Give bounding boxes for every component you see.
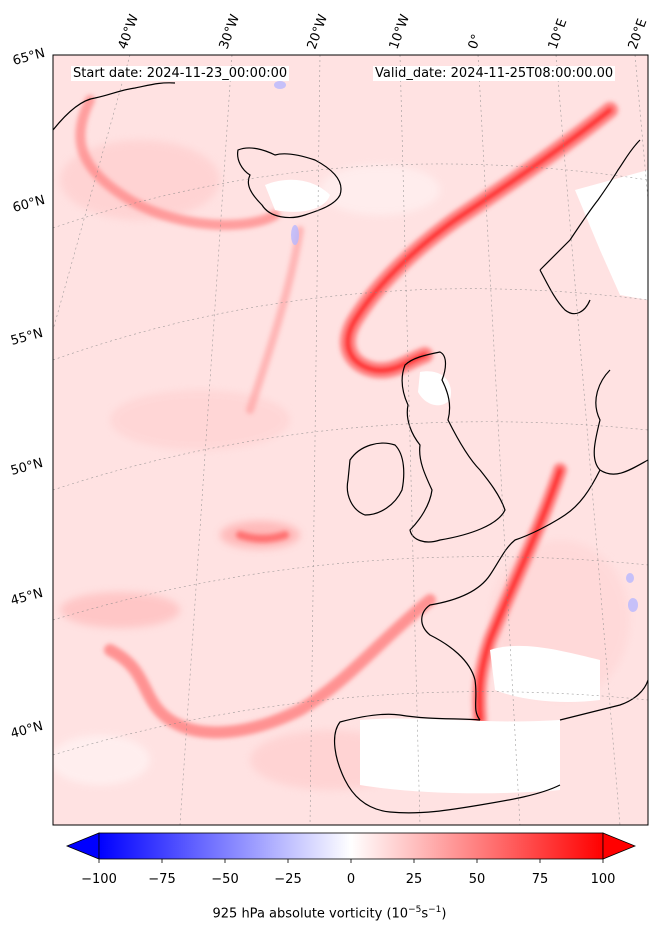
lon-label: 10°E	[546, 17, 571, 52]
colorbar-title-prefix: 925 hPa absolute vorticity (10	[212, 906, 409, 922]
colorbar-title-exp1: −5	[408, 905, 422, 915]
colorbar-tick-label: 75	[531, 872, 549, 887]
lon-label: 40°W	[116, 12, 142, 51]
lat-label: 45°N	[9, 586, 45, 609]
coastlines	[53, 82, 648, 814]
colorbar-bar	[98, 832, 604, 860]
colorbar-title-mid: s	[421, 906, 429, 922]
lon-label: 20°W	[305, 12, 331, 51]
start-date-label: Start date: 2024-11-23_00:00:00	[71, 66, 290, 81]
graticule	[53, 55, 648, 825]
colorbar-title: 925 hPa absolute vorticity (10−5s−1)	[0, 905, 659, 921]
colorbar-max-extend	[602, 832, 637, 860]
lat-label: 50°N	[9, 456, 45, 479]
colorbar-tick-label: 50	[468, 872, 486, 887]
colorbar-tick-label: −75	[148, 872, 176, 887]
lat-label: 55°N	[9, 326, 45, 349]
lat-label: 60°N	[11, 193, 47, 216]
lon-label: 20°E	[626, 17, 651, 52]
vorticity-field	[53, 55, 648, 825]
valid-date-label: Valid_date: 2024-11-25T08:00:00.00	[373, 66, 616, 81]
colorbar-title-exp2: −1	[428, 905, 442, 915]
colorbar-min-extend	[65, 832, 100, 860]
lat-label: 65°N	[11, 46, 47, 69]
colorbar-tick-label: −50	[211, 872, 239, 887]
colorbar-title-suffix: )	[441, 906, 447, 922]
colorbar-tick-label: −100	[81, 872, 117, 887]
lon-label: 0°	[466, 32, 485, 51]
latitude-labels: 65°N 60°N 55°N 50°N 45°N 40°N	[9, 46, 47, 742]
colorbar-tick-label: 0	[346, 872, 356, 887]
colorbar-tick-label: 100	[590, 872, 616, 887]
colorbar	[65, 832, 637, 863]
colorbar-tick-label: 25	[405, 872, 423, 887]
lat-label: 40°N	[9, 719, 45, 742]
longitude-labels: 40°W 30°W 20°W 10°W 0° 10°E 20°E	[116, 12, 651, 51]
colorbar-tick-label: −25	[274, 872, 302, 887]
lon-label: 10°W	[387, 12, 413, 51]
map-frame	[52, 54, 649, 826]
lon-label: 30°W	[217, 12, 243, 51]
